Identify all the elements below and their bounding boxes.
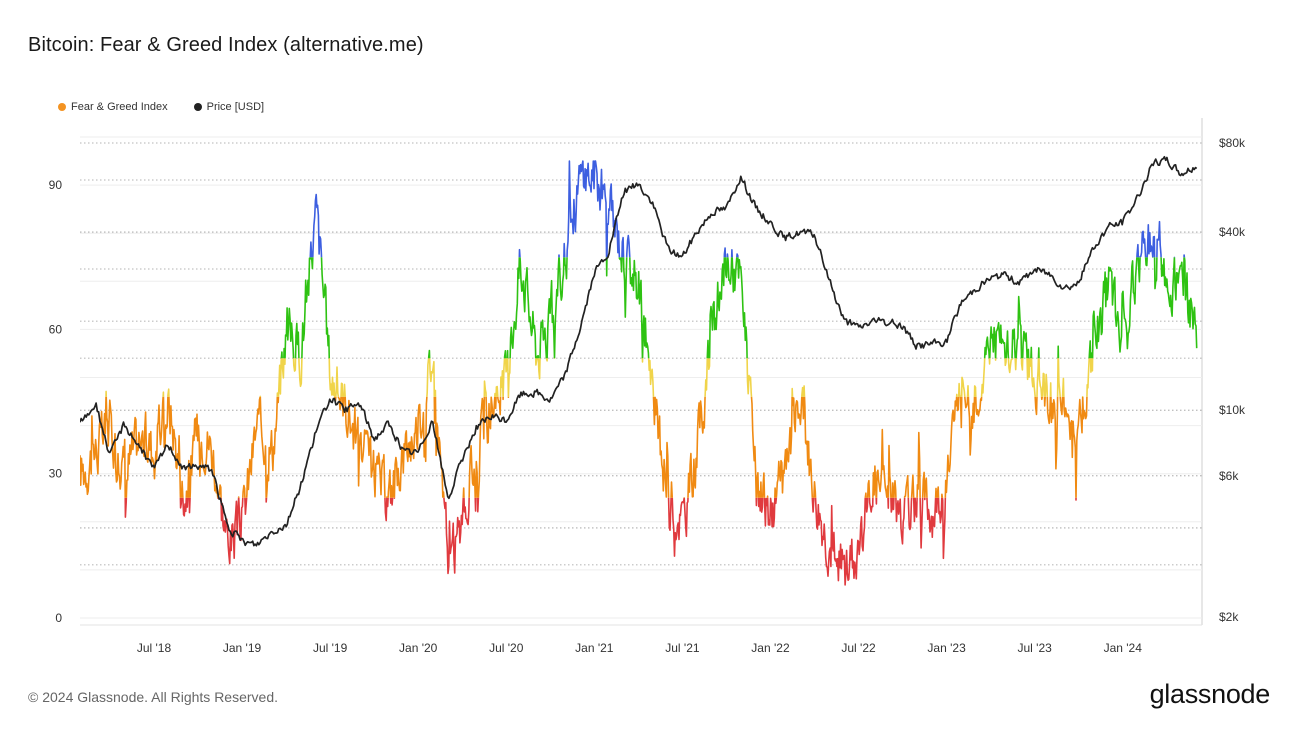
legend-item-price[interactable]: Price [USD] (193, 101, 265, 113)
legend-item-fear-greed[interactable]: Fear & Greed Index (58, 101, 168, 113)
glassnode-logo[interactable]: glassnode (1149, 679, 1271, 709)
x-tick-label: Jan '24 (1104, 641, 1143, 655)
x-tick-label: Jul '22 (841, 641, 876, 655)
legend-dot-price (193, 103, 202, 111)
price-line (80, 155, 1198, 547)
y-axis-left: 0 30 60 90 (49, 178, 63, 625)
y-left-tick-label: 30 (49, 467, 63, 481)
legend-dot-fear-greed (58, 103, 66, 111)
x-tick-label: Jul '23 (1018, 641, 1053, 655)
y-left-tick-label: 90 (49, 178, 63, 192)
x-axis: Jul '18 Jan '19 Jul '19 Jan '20 Jul '20 Jan '… (137, 641, 1142, 655)
x-tick-label: Jul '20 (489, 641, 524, 655)
y-right-tick-label: $2k (1219, 610, 1239, 624)
fear-greed-line-fear (80, 396, 1088, 498)
y-right-tick-label: $6k (1219, 469, 1239, 483)
y-left-tick-label: 0 (55, 611, 62, 625)
fear-greed-line-greed (280, 257, 1198, 359)
y-right-tick-label: $80k (1219, 136, 1246, 150)
fear-greed-line-neutral (105, 358, 1094, 397)
x-tick-label: Jan '19 (223, 641, 262, 655)
fear-greed-series (80, 160, 1198, 586)
legend-label-fear-greed: Fear & Greed Index (71, 101, 168, 113)
price-series (80, 155, 1198, 547)
x-tick-label: Jan '22 (751, 641, 790, 655)
grid-lines (80, 118, 1203, 626)
chart-legend: Fear & Greed Index Price [USD] (58, 101, 264, 113)
x-tick-label: Jan '23 (927, 641, 966, 655)
y-right-tick-label: $40k (1219, 225, 1246, 239)
y-right-tick-label: $10k (1219, 403, 1246, 417)
x-tick-label: Jan '20 (399, 641, 438, 655)
y-axis-right: $2k $6k $10k $40k $80k (1219, 136, 1246, 624)
y-left-tick-label: 60 (49, 322, 63, 336)
legend-label-price: Price [USD] (206, 101, 265, 113)
copyright-footer: © 2024 Glassnode. All Rights Reserved. (28, 689, 279, 705)
x-tick-label: Jan '21 (575, 641, 614, 655)
x-tick-label: Jul '21 (665, 641, 700, 655)
x-tick-label: Jul '19 (313, 641, 348, 655)
x-tick-label: Jul '18 (137, 641, 172, 655)
chart-title: Bitcoin: Fear & Greed Index (alternative… (28, 34, 424, 56)
